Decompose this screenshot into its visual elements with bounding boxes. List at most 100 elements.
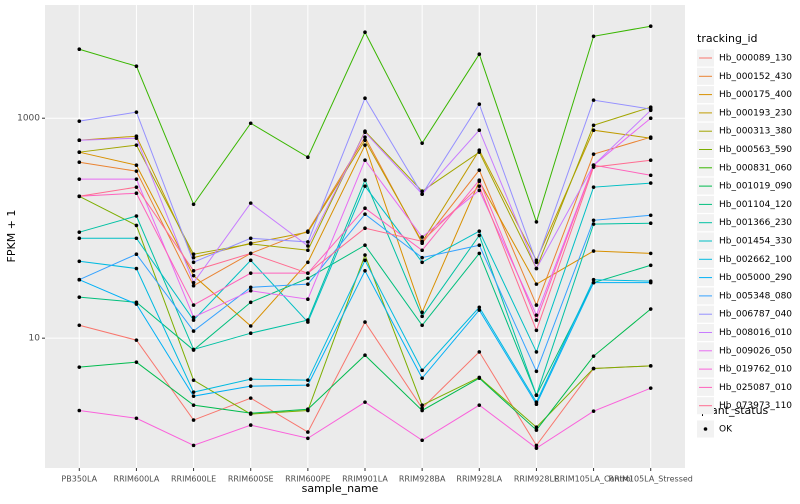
legend-label: Hb_001366_230 xyxy=(719,218,792,228)
x-tick-label: RRIM600LE xyxy=(171,475,216,484)
x-tick-label: RRIM600LA xyxy=(114,475,160,484)
data-point xyxy=(420,376,424,380)
data-point xyxy=(248,423,253,427)
data-point xyxy=(534,393,539,398)
data-point xyxy=(420,192,424,196)
data-point xyxy=(477,229,482,233)
data-point xyxy=(77,295,82,299)
data-point xyxy=(363,184,367,188)
data-point xyxy=(534,282,539,286)
data-point xyxy=(248,236,253,241)
data-point xyxy=(363,353,367,358)
data-point xyxy=(534,369,539,374)
data-point xyxy=(363,243,367,248)
data-point xyxy=(248,411,253,415)
data-point xyxy=(477,128,482,133)
data-point xyxy=(477,184,482,188)
data-point xyxy=(420,403,424,407)
x-axis-title: sample_name xyxy=(302,482,379,495)
data-point xyxy=(77,236,82,241)
legend-label: Hb_001019_090 xyxy=(719,182,792,192)
data-point xyxy=(306,230,310,234)
data-point xyxy=(591,277,596,282)
data-point xyxy=(77,160,82,165)
data-point xyxy=(534,303,539,307)
data-point xyxy=(134,64,139,69)
data-point xyxy=(77,323,82,328)
data-point xyxy=(191,403,196,407)
data-point xyxy=(591,366,596,371)
legend-label: Hb_000175_400 xyxy=(719,90,792,100)
data-point xyxy=(591,222,596,226)
data-point xyxy=(306,240,310,244)
data-point xyxy=(648,108,653,113)
data-point xyxy=(77,138,82,143)
legend-label: Hb_000193_230 xyxy=(719,108,792,118)
data-point xyxy=(134,185,139,189)
data-point xyxy=(306,155,310,160)
x-tick-label: RRIM928LA xyxy=(456,475,502,484)
data-point xyxy=(306,297,310,302)
data-point xyxy=(363,143,367,147)
x-tick-label: RRIM928BA xyxy=(399,475,446,484)
data-point xyxy=(534,428,539,432)
data-point xyxy=(191,268,196,273)
data-point xyxy=(77,277,82,282)
data-point xyxy=(134,191,139,196)
data-point xyxy=(134,177,139,181)
data-point xyxy=(363,400,367,404)
data-point xyxy=(534,318,539,322)
data-point xyxy=(420,235,424,239)
data-point xyxy=(363,96,367,101)
data-point xyxy=(420,260,424,265)
x-tick-label: PB350LA xyxy=(61,475,97,484)
legend-label: Hb_000831_060 xyxy=(719,163,792,173)
legend-label: Hb_009026_050 xyxy=(719,346,792,356)
data-point xyxy=(648,158,653,163)
data-point xyxy=(191,315,196,320)
data-point xyxy=(191,390,196,394)
data-point xyxy=(477,243,482,248)
data-point xyxy=(648,386,653,390)
data-point xyxy=(591,165,596,169)
data-point xyxy=(77,259,82,264)
data-point xyxy=(477,251,482,256)
data-point xyxy=(591,128,596,133)
data-point xyxy=(477,150,482,154)
legend-swatch xyxy=(703,427,708,431)
x-tick-label: RRIM901LA xyxy=(342,475,388,484)
data-point xyxy=(134,360,139,364)
data-point xyxy=(191,202,196,207)
data-point xyxy=(77,150,82,154)
data-point xyxy=(648,181,653,185)
data-point xyxy=(306,248,310,253)
data-point xyxy=(420,438,424,443)
data-point xyxy=(306,244,310,248)
data-point xyxy=(477,350,482,354)
data-point xyxy=(534,402,539,406)
data-point xyxy=(534,220,539,224)
data-point xyxy=(363,138,367,143)
legend-label: Hb_006787_040 xyxy=(719,310,792,320)
legend-label: OK xyxy=(719,425,733,435)
data-point xyxy=(306,436,310,441)
data-point xyxy=(648,221,653,226)
data-point xyxy=(306,276,310,281)
data-point xyxy=(534,446,539,450)
data-point xyxy=(191,394,196,398)
data-point xyxy=(191,318,196,322)
data-point xyxy=(534,350,539,354)
data-point xyxy=(134,302,139,306)
data-point xyxy=(648,136,653,141)
data-point xyxy=(134,214,139,218)
data-point xyxy=(591,409,596,413)
data-point xyxy=(477,188,482,193)
data-point xyxy=(420,368,424,373)
data-point xyxy=(648,173,653,178)
legend-label: Hb_005000_290 xyxy=(719,273,792,283)
data-point xyxy=(248,331,253,335)
data-point xyxy=(134,266,139,271)
data-point xyxy=(248,288,253,293)
data-point xyxy=(534,266,539,271)
legend-label: Hb_025087_010 xyxy=(719,383,792,393)
